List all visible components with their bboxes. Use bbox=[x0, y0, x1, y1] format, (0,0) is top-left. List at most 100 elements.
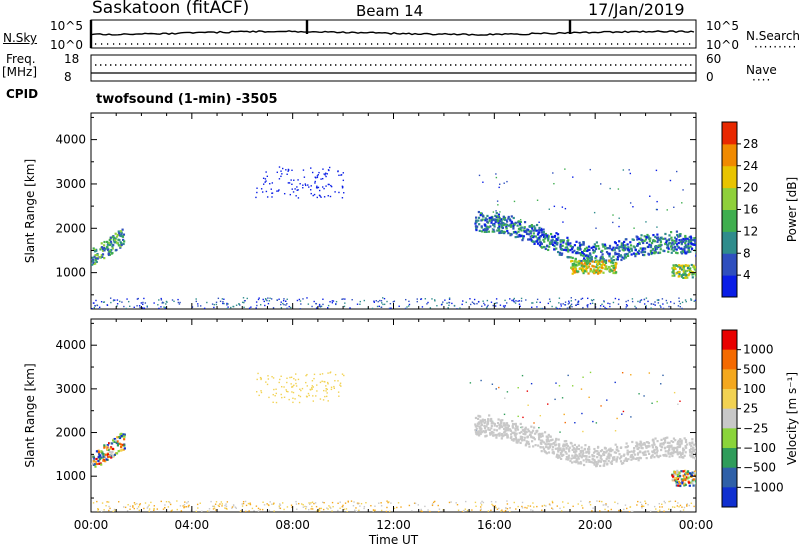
data-cell bbox=[380, 502, 382, 504]
data-cell bbox=[214, 503, 217, 505]
data-cell bbox=[524, 428, 527, 431]
data-cell bbox=[296, 299, 299, 302]
data-cell bbox=[319, 398, 322, 400]
data-cell bbox=[596, 268, 599, 272]
data-cell bbox=[580, 456, 583, 459]
data-cell bbox=[160, 299, 163, 301]
data-cell bbox=[465, 500, 467, 503]
data-cell bbox=[618, 453, 621, 456]
data-cell bbox=[596, 450, 599, 453]
ytick-label: 4000 bbox=[55, 338, 86, 352]
data-cell bbox=[521, 426, 524, 429]
data-cell bbox=[96, 252, 99, 256]
data-cell bbox=[256, 191, 258, 194]
data-cell bbox=[282, 302, 284, 305]
data-cell bbox=[285, 304, 287, 306]
data-cell bbox=[640, 444, 643, 447]
data-cell bbox=[514, 434, 517, 438]
data-cell bbox=[278, 507, 281, 509]
data-cell bbox=[506, 436, 509, 439]
data-cell bbox=[544, 451, 548, 454]
freq-tick-bottom: 8 bbox=[64, 70, 72, 84]
data-cell bbox=[518, 222, 522, 226]
data-cell bbox=[585, 263, 589, 266]
data-cell bbox=[110, 301, 112, 304]
data-cell bbox=[604, 261, 608, 265]
data-cell bbox=[148, 508, 151, 510]
data-cell bbox=[109, 507, 111, 510]
data-cell bbox=[645, 305, 647, 307]
data-cell bbox=[531, 429, 535, 432]
data-cell bbox=[476, 302, 478, 305]
data-cell bbox=[675, 238, 678, 241]
data-cell bbox=[691, 453, 694, 456]
data-cell bbox=[580, 264, 583, 267]
data-cell bbox=[592, 251, 595, 254]
data-cell bbox=[377, 300, 379, 303]
data-cell bbox=[187, 505, 190, 507]
data-cell bbox=[630, 510, 633, 512]
data-cell bbox=[316, 185, 318, 187]
data-cell bbox=[554, 240, 557, 243]
data-cell bbox=[312, 400, 315, 402]
data-cell bbox=[386, 500, 388, 502]
data-cell bbox=[607, 302, 609, 305]
data-cell bbox=[680, 251, 683, 254]
data-cell bbox=[542, 446, 545, 449]
data-cell bbox=[596, 266, 600, 270]
data-cell bbox=[682, 456, 685, 459]
data-cell bbox=[673, 302, 675, 305]
data-cell bbox=[327, 383, 329, 385]
data-cell bbox=[492, 223, 495, 227]
data-cell bbox=[451, 302, 453, 305]
data-cell bbox=[592, 420, 594, 423]
data-cell bbox=[331, 501, 334, 504]
data-cell bbox=[642, 453, 645, 456]
data-cell bbox=[564, 168, 566, 170]
data-cell bbox=[601, 500, 603, 503]
data-cell bbox=[628, 250, 631, 254]
data-cell bbox=[286, 303, 288, 305]
data-cell bbox=[94, 465, 97, 468]
data-cell bbox=[637, 452, 640, 455]
data-cell bbox=[689, 270, 693, 274]
data-cell bbox=[559, 245, 562, 248]
data-cell bbox=[318, 171, 320, 174]
data-cell bbox=[355, 510, 358, 512]
data-cell bbox=[680, 439, 683, 442]
data-cell bbox=[500, 220, 503, 223]
data-cell bbox=[678, 482, 682, 485]
data-cell bbox=[475, 221, 478, 224]
data-cell bbox=[226, 307, 228, 309]
data-cell bbox=[602, 257, 605, 261]
data-cell bbox=[502, 216, 505, 219]
data-cell bbox=[100, 246, 104, 249]
data-cell bbox=[681, 301, 684, 304]
data-cell bbox=[499, 183, 501, 185]
data-cell bbox=[694, 456, 696, 460]
data-cell bbox=[600, 255, 603, 258]
data-cell bbox=[215, 303, 218, 306]
data-cell bbox=[283, 192, 286, 195]
data-cell bbox=[641, 253, 645, 257]
data-cell bbox=[505, 507, 507, 509]
data-cell bbox=[127, 300, 130, 303]
data-cell bbox=[225, 505, 228, 507]
data-cell bbox=[561, 206, 564, 208]
data-cell bbox=[526, 435, 530, 438]
data-cell bbox=[106, 501, 108, 503]
data-cell bbox=[695, 254, 696, 257]
colorbar-swatch bbox=[722, 349, 737, 370]
data-cell bbox=[556, 456, 560, 459]
ytick-label: 2000 bbox=[55, 221, 86, 235]
data-cell bbox=[624, 504, 627, 506]
data-cell bbox=[363, 299, 366, 302]
data-cell bbox=[258, 297, 260, 299]
data-cell bbox=[660, 448, 663, 452]
data-cell bbox=[664, 502, 666, 504]
data-cell bbox=[682, 449, 685, 452]
data-cell bbox=[108, 243, 112, 247]
data-cell bbox=[267, 378, 270, 380]
data-cell bbox=[461, 303, 463, 306]
data-cell bbox=[268, 509, 271, 512]
